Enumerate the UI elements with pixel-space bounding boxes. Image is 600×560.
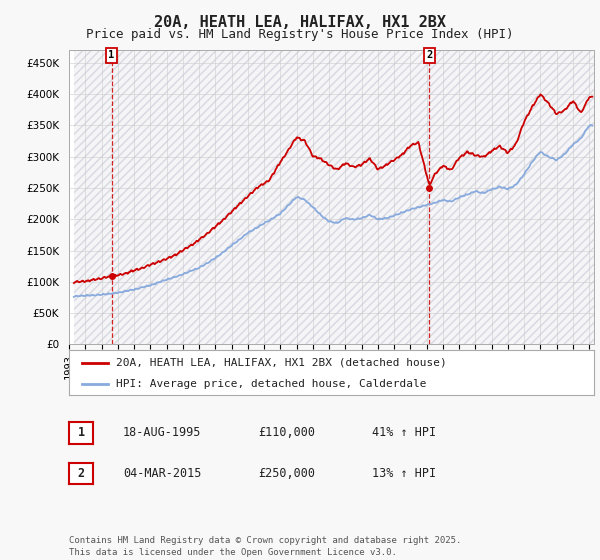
Text: £250,000: £250,000	[258, 466, 315, 480]
Text: HPI: Average price, detached house, Calderdale: HPI: Average price, detached house, Cald…	[116, 379, 427, 389]
Text: 20A, HEATH LEA, HALIFAX, HX1 2BX (detached house): 20A, HEATH LEA, HALIFAX, HX1 2BX (detach…	[116, 357, 447, 367]
Text: 04-MAR-2015: 04-MAR-2015	[123, 466, 202, 480]
Text: 2: 2	[77, 467, 85, 480]
Text: 2: 2	[426, 50, 433, 60]
Text: 1: 1	[77, 426, 85, 440]
Text: Contains HM Land Registry data © Crown copyright and database right 2025.
This d: Contains HM Land Registry data © Crown c…	[69, 536, 461, 557]
Text: 13% ↑ HPI: 13% ↑ HPI	[372, 466, 436, 480]
Text: 41% ↑ HPI: 41% ↑ HPI	[372, 426, 436, 439]
Text: 1: 1	[109, 50, 115, 60]
Text: £110,000: £110,000	[258, 426, 315, 439]
Text: 18-AUG-1995: 18-AUG-1995	[123, 426, 202, 439]
Text: Price paid vs. HM Land Registry's House Price Index (HPI): Price paid vs. HM Land Registry's House …	[86, 28, 514, 41]
Text: 20A, HEATH LEA, HALIFAX, HX1 2BX: 20A, HEATH LEA, HALIFAX, HX1 2BX	[154, 15, 446, 30]
